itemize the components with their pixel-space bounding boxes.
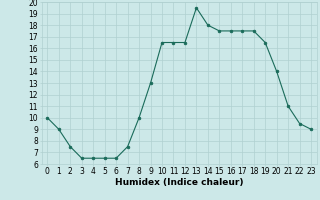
X-axis label: Humidex (Indice chaleur): Humidex (Indice chaleur) — [115, 178, 244, 187]
